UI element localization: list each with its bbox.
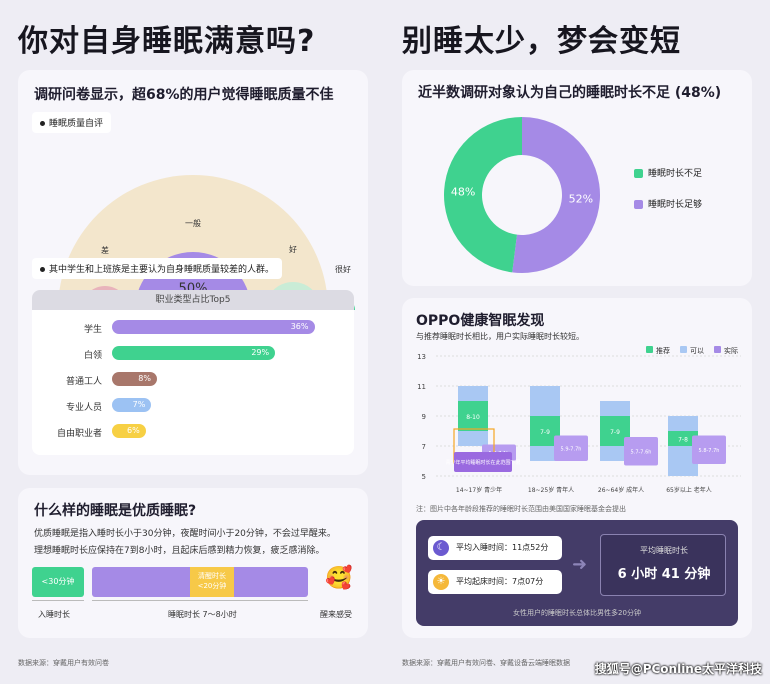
- oppo-subtitle: 与推荐睡眠时长相比，用户实际睡眠时长较短。: [416, 332, 584, 341]
- sleep-duration-title: 近半数调研对象认为自己的睡眠时长不足 (48%): [418, 85, 722, 101]
- onset-bracket: [32, 600, 84, 601]
- category-label-1: 18~25岁 青年人: [528, 486, 574, 494]
- occupation-bar-0: 36%: [112, 320, 315, 334]
- recommended-range-0: [458, 401, 488, 431]
- sleep-self-rating-label: 睡眠质量自评: [49, 119, 104, 129]
- sleep-duration-segment: 清醒时长 <20分钟: [92, 567, 308, 597]
- range-legend-swatch-0: [646, 346, 653, 353]
- donut-slice-0: [512, 117, 600, 273]
- sleep-onset-segment: <30分钟: [32, 567, 84, 597]
- right-heading: 别睡太少，梦会变短: [402, 24, 681, 59]
- avg-duration-box: 平均睡眠时长 6 小时 41 分钟: [600, 534, 726, 596]
- category-label-3: 65岁以上 老年人: [666, 486, 712, 494]
- key-groups-tag: 其中学生和上班族是主要认为自身睡眠质量较差的人群。: [32, 258, 283, 279]
- happy-face-icon: 🥰: [325, 566, 353, 591]
- occupation-label-1: 白领: [83, 351, 102, 361]
- ytick-13: 13: [417, 353, 426, 361]
- key-groups-label: 其中学生和上班族是主要认为自身睡眠质量较差的人群。: [49, 265, 275, 275]
- recommended-label-0: 8-10: [466, 414, 480, 421]
- sleep-quality-card: 调研问卷显示，超68%的用户觉得睡眠质量不佳 睡眠质量自评 3%很差16%差50…: [18, 70, 368, 475]
- category-label-2: 26~64岁 成年人: [598, 486, 644, 494]
- oppo-note: 注：图片中各年龄段推荐的睡眠时长范围由美国国家睡眠基金会提出: [416, 505, 626, 513]
- legend-item-0: 睡眠时长不足: [634, 166, 702, 179]
- arrow-right-icon: ➜: [572, 554, 588, 575]
- arc-label-1: 差: [101, 245, 109, 255]
- duration-bracket: [92, 600, 308, 601]
- range-legend-swatch-1: [680, 346, 687, 353]
- ytick-11: 11: [417, 383, 426, 391]
- sleep-self-rating-tag: 睡眠质量自评: [32, 112, 112, 133]
- donut-slice-1: [443, 117, 522, 273]
- donut-label-0: 52%: [569, 193, 593, 206]
- onset-label: 入睡时长: [38, 610, 70, 619]
- avg-sleep-text: 平均入睡时间：11点52分: [456, 543, 549, 552]
- range-legend-label-1: 可以: [690, 347, 704, 355]
- sleep-duration-donut: 52% 48%: [443, 117, 600, 273]
- actual-label-2: 5.7-7.6h: [631, 449, 652, 455]
- occupation-bar-3: 7%: [112, 398, 152, 412]
- oppo-title: OPPO健康智眠发现: [416, 313, 545, 329]
- avg-wake-text: 平均起床时间：7点07分: [456, 577, 544, 586]
- occupation-label-3: 专业人员: [65, 403, 102, 413]
- legend-item-1: 睡眠时长足够: [634, 197, 702, 210]
- quality-sleep-title: 什么样的睡眠是优质睡眠?: [34, 503, 197, 519]
- occupation-label-4: 自由职业者: [56, 429, 102, 439]
- quality-sleep-desc2: 理想睡眠时长应保持在7到8小时，且起床后感到精力恢复，疲乏感消除。: [34, 546, 325, 556]
- avg-sleep-time: ☾ 平均入睡时间：11点52分: [428, 536, 562, 560]
- moon-icon: ☾: [433, 540, 449, 556]
- sun-icon: ☀: [433, 574, 449, 590]
- feel-label: 醒来感受: [320, 610, 352, 619]
- range-legend-label-2: 实际: [724, 346, 738, 355]
- occupation-chart-title: 职业类型占比Top5: [32, 290, 354, 310]
- occupation-bar-2: 8%: [112, 372, 157, 386]
- quality-sleep-desc1: 优质睡眠是指入睡时长小于30分钟，夜醒时间小于20分钟，不会过早醒来。: [34, 529, 336, 539]
- avg-wake-time: ☀ 平均起床时间：7点07分: [428, 570, 562, 594]
- oppo-card: OPPO健康智眠发现 与推荐睡眠时长相比，用户实际睡眠时长较短。 5 7 9 11 13…: [402, 298, 752, 638]
- category-label-0: 14~17岁 青少年: [456, 486, 502, 494]
- recommended-label-2: 7-9: [610, 429, 620, 436]
- left-heading: 你对自身睡眠满意吗?: [18, 24, 316, 59]
- arc-label-2: 一般: [185, 218, 201, 228]
- duration-label: 睡眠时长 7～8小时: [168, 610, 237, 619]
- ytick-9: 9: [422, 413, 426, 421]
- occupation-bars: 学生 36% 白领 29% 普通工人 8% 专业人员 7% 自由职业者 6%: [32, 312, 354, 452]
- avg-duration-value: 6 小时 41 分钟: [617, 567, 711, 582]
- actual-label-3: 5.8-7.7h: [699, 448, 720, 454]
- female-note: 女性用户的睡眠时长总体比男性多20分钟: [513, 609, 641, 617]
- callout-box: [454, 452, 512, 472]
- actual-range-1: [554, 435, 588, 461]
- sleep-duration-card: 近半数调研对象认为自己的睡眠时长不足 (48%) 52% 48% 睡眠时长不足 睡眠…: [402, 70, 752, 286]
- occupation-bar-1: 29%: [112, 346, 276, 360]
- ytick-7: 7: [422, 443, 426, 451]
- arc-label-3: 好: [289, 244, 297, 254]
- recommended-range-3: [668, 431, 698, 446]
- wake-time-segment: 清醒时长 <20分钟: [190, 567, 234, 597]
- recommended-label-1: 7-9: [540, 429, 550, 436]
- left-source: 数据来源：穿戴用户有效问卷: [18, 659, 109, 667]
- actual-range-3: [692, 435, 726, 464]
- avg-duration-label: 平均睡眠时长: [640, 546, 688, 555]
- avg-panel: ☾ 平均入睡时间：11点52分 ☀ 平均起床时间：7点07分 ➜ 平均睡眠时长 …: [416, 520, 738, 626]
- right-source: 数据来源：穿戴用户有效问卷、穿戴设备云端睡眠数据: [402, 659, 570, 667]
- callout-text: 青少年平均睡眠时长在此范围下限: [445, 459, 520, 466]
- occupation-label-2: 普通工人: [65, 377, 102, 387]
- donut-label-1: 48%: [451, 185, 475, 198]
- ytick-5: 5: [422, 473, 426, 481]
- watermark: 搜狐号@PConline太平洋科技: [594, 662, 762, 676]
- quality-sleep-card: 什么样的睡眠是优质睡眠? 优质睡眠是指入睡时长小于30分钟，夜醒时间小于20分钟…: [18, 488, 368, 638]
- donut-legend: 睡眠时长不足 睡眠时长足够: [634, 166, 702, 228]
- sleep-quality-title: 调研问卷显示，超68%的用户觉得睡眠质量不佳: [34, 87, 334, 103]
- occupation-label-0: 学生: [83, 325, 102, 335]
- actual-range-2: [624, 437, 658, 466]
- range-legend-swatch-2: [714, 346, 721, 353]
- occupation-chart-box: 职业类型占比Top5 学生 36% 白领 29% 普通工人 8% 专业人员 7% 自由职业者 6%: [32, 290, 354, 455]
- arc-label-4: 很好: [335, 264, 351, 274]
- recommended-label-3: 7-8: [678, 437, 688, 444]
- range-legend-label-0: 推荐: [656, 346, 670, 355]
- occupation-bar-4: 6%: [112, 424, 146, 438]
- actual-label-1: 5.9-7.7h: [561, 446, 582, 452]
